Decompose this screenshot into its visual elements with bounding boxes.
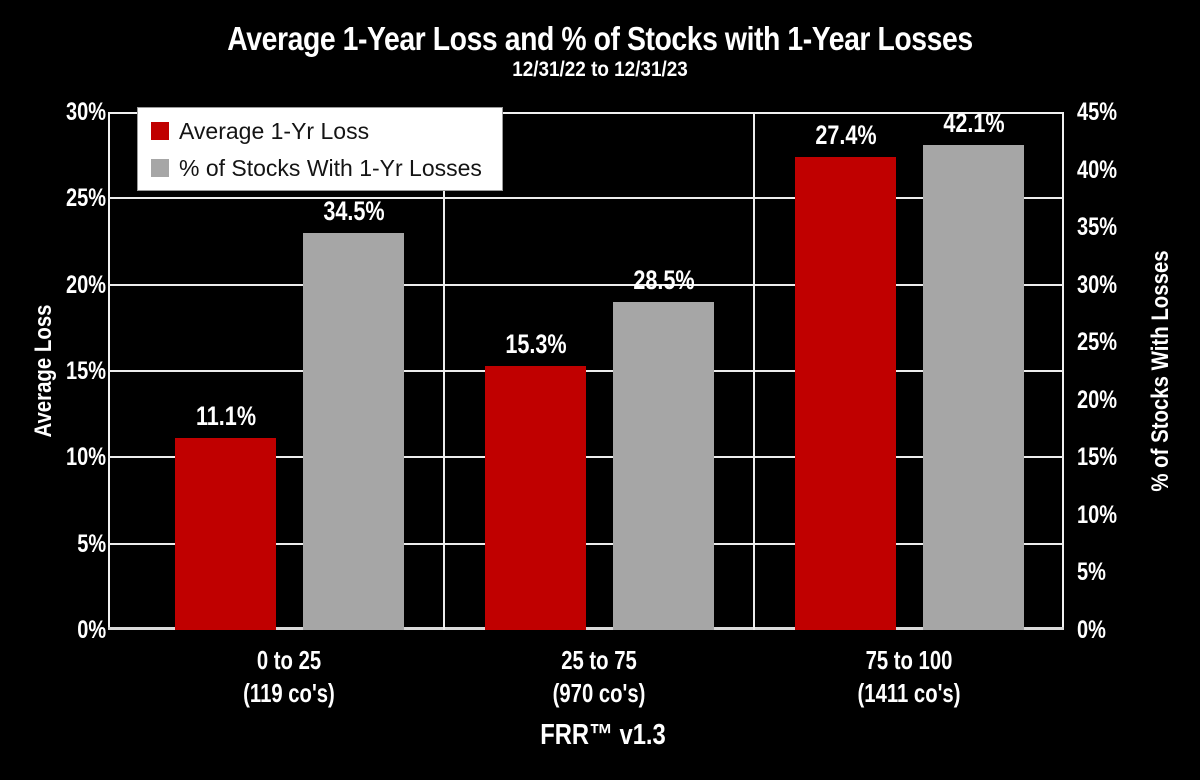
gridline-horizontal bbox=[108, 370, 1064, 372]
bar-pct-stocks bbox=[303, 232, 404, 630]
gridline-horizontal bbox=[108, 543, 1064, 545]
left-axis-tick: 15% bbox=[65, 357, 106, 385]
bar-value-label: 11.1% bbox=[195, 401, 256, 432]
bar-pct-stocks bbox=[613, 301, 714, 630]
left-axis-tick: 10% bbox=[65, 443, 106, 472]
x-axis-line bbox=[108, 627, 1064, 630]
right-axis-tick: 15% bbox=[1077, 443, 1118, 472]
bar-avg-loss bbox=[485, 365, 586, 630]
bar-avg-loss bbox=[175, 438, 276, 630]
right-axis-tick: 25% bbox=[1077, 328, 1118, 357]
plot-area bbox=[108, 112, 1064, 630]
bar-value-label: 42.1% bbox=[942, 108, 1005, 139]
right-axis-tick: 30% bbox=[1077, 270, 1118, 299]
category-range: 75 to 100 bbox=[865, 645, 953, 675]
plot-border-top bbox=[108, 112, 1064, 114]
category-range: 0 to 25 bbox=[256, 645, 322, 675]
left-axis-tick: 30% bbox=[65, 98, 106, 126]
bar-value-label: 15.3% bbox=[504, 328, 567, 359]
x-axis-title: FRR™ v1.3 bbox=[540, 719, 666, 751]
legend: Average 1-Yr Loss % of Stocks With 1-Yr L… bbox=[137, 107, 503, 191]
category-label: 75 to 100 (1411 co's) bbox=[784, 644, 1034, 710]
gridline-horizontal bbox=[108, 284, 1064, 286]
category-range: 25 to 75 bbox=[561, 645, 637, 675]
category-count: (1411 co's) bbox=[857, 678, 961, 708]
gridline-horizontal bbox=[108, 197, 1064, 199]
legend-item-label: Average 1-Yr Loss bbox=[179, 117, 370, 144]
left-axis-tick: 0% bbox=[77, 616, 106, 644]
legend-item: Average 1-Yr Loss bbox=[151, 119, 496, 143]
left-axis-tick: 25% bbox=[65, 184, 106, 213]
bar-value-label: 28.5% bbox=[632, 264, 695, 295]
category-count: (970 co's) bbox=[552, 678, 646, 708]
legend-swatch-icon bbox=[151, 121, 169, 140]
bar-pct-stocks bbox=[923, 145, 1024, 630]
bar-value-label: 34.5% bbox=[322, 195, 385, 226]
legend-swatch-icon bbox=[151, 158, 169, 177]
bar-avg-loss bbox=[795, 156, 896, 630]
legend-item: % of Stocks With 1-Yr Losses bbox=[151, 156, 496, 180]
category-count: (119 co's) bbox=[243, 678, 335, 708]
left-axis-tick: 20% bbox=[65, 270, 106, 299]
gridline-vertical bbox=[443, 112, 445, 630]
right-axis-tick: 5% bbox=[1077, 558, 1106, 587]
right-axis-tick: 35% bbox=[1077, 213, 1118, 242]
chart-subtitle: 12/31/22 to 12/31/23 bbox=[512, 58, 688, 81]
chart-title: Average 1-Year Loss and % of Stocks with… bbox=[227, 20, 973, 57]
category-label: 0 to 25 (119 co's) bbox=[164, 644, 414, 710]
category-label: 25 to 75 (970 co's) bbox=[474, 644, 724, 710]
right-axis-tick: 20% bbox=[1077, 385, 1118, 414]
right-axis-tick: 0% bbox=[1077, 616, 1106, 644]
right-axis-tick: 40% bbox=[1077, 155, 1118, 184]
gridline-horizontal bbox=[108, 456, 1064, 458]
gridline-vertical bbox=[753, 112, 755, 630]
legend-item-label: % of Stocks With 1-Yr Losses bbox=[179, 154, 482, 181]
right-axis-tick: 10% bbox=[1077, 500, 1118, 529]
right-axis-tick: 45% bbox=[1077, 98, 1118, 126]
left-axis-tick: 5% bbox=[77, 529, 106, 558]
bar-value-label: 27.4% bbox=[814, 119, 877, 150]
right-axis-title: % of Stocks With Losses bbox=[1147, 250, 1174, 492]
left-axis-title: Average Loss bbox=[30, 304, 57, 438]
